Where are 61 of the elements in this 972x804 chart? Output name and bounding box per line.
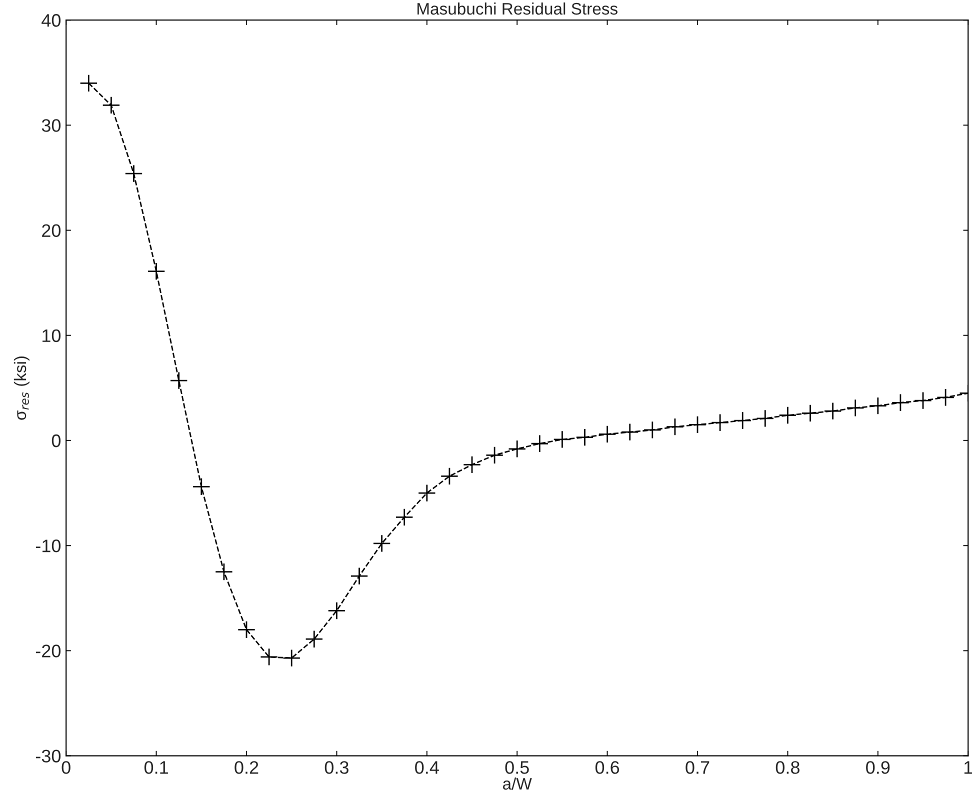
y-tick-label: -10 [36,540,61,552]
point [372,534,391,552]
x-tick-label: 1 [964,761,972,774]
point [124,164,143,183]
x-tick-label: 0.7 [686,761,710,774]
point [666,418,684,436]
x-tick-label: 0.4 [415,761,439,774]
point [486,446,504,464]
point [643,420,662,439]
x-tick-label: 0.1 [144,761,168,774]
point [688,416,707,434]
y-tick-label: 0 [52,434,61,448]
point [350,567,368,586]
y-tick-label: 30 [42,119,61,132]
y-tick-label: 10 [42,329,61,342]
point [170,372,188,390]
x-axis-title: a/W [502,777,532,790]
point [102,96,120,114]
x-tick-label: 0.9 [866,761,890,774]
x-tick-label: 0.8 [776,761,800,774]
point [282,648,301,668]
point [305,630,324,648]
point [778,406,797,424]
point [395,508,414,526]
point [328,602,346,620]
x-tick-label: 0.5 [505,761,529,774]
point [846,398,864,417]
point [620,423,639,442]
point [508,440,526,458]
x-tick-label: 0.2 [234,761,258,774]
point [598,425,616,444]
point [553,430,572,448]
point [576,428,594,446]
x-tick-label: 0.3 [324,761,348,774]
point [868,396,887,415]
point [418,484,436,502]
point [462,456,482,474]
x-tick-label: 0 [62,761,70,774]
point [801,404,820,422]
point [734,411,752,430]
point [530,434,549,453]
point [711,414,730,432]
point [80,74,98,92]
point [891,394,910,412]
y-tick-label: -30 [36,750,61,762]
point [214,562,233,581]
point [936,388,955,406]
x-tick-label: 0.6 [595,761,620,774]
point [440,467,458,486]
point [237,620,256,639]
y-tick-label: -20 [36,644,61,658]
y-axis-title: σ$_{res}$ (ksi) [14,356,30,420]
point [824,402,842,420]
chart-title: Masubuchi Residual Stress [418,2,618,15]
point [914,392,932,410]
point [260,648,278,666]
point [756,409,774,428]
y-tick-label: 20 [42,224,61,238]
point [192,478,210,496]
y-tick-label: 40 [42,14,61,27]
point [147,262,166,280]
